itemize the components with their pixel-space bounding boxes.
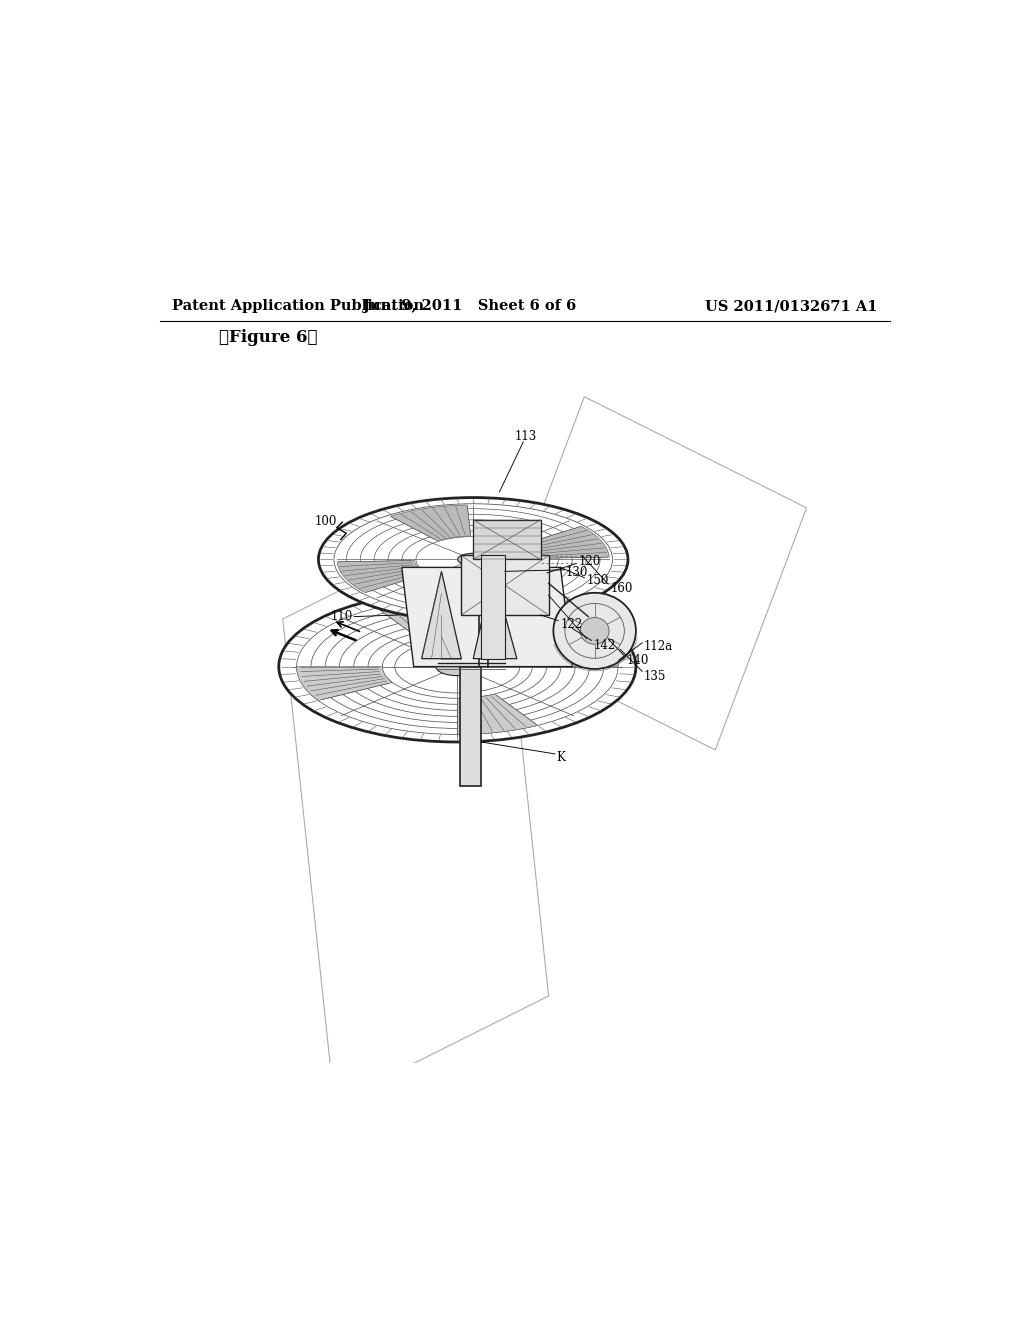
Text: Jun. 9, 2011   Sheet 6 of 6: Jun. 9, 2011 Sheet 6 of 6: [362, 300, 575, 313]
Text: 110: 110: [331, 610, 352, 623]
Polygon shape: [458, 694, 538, 734]
Polygon shape: [461, 556, 549, 615]
Polygon shape: [481, 556, 505, 659]
Ellipse shape: [581, 618, 609, 644]
Polygon shape: [377, 599, 458, 639]
Polygon shape: [297, 667, 392, 701]
Text: 135: 135: [644, 669, 667, 682]
Text: 122: 122: [560, 618, 583, 631]
Text: 【Figure 6】: 【Figure 6】: [219, 329, 317, 346]
Text: 113: 113: [514, 430, 537, 444]
Text: 140: 140: [627, 653, 649, 667]
Text: 112a: 112a: [644, 640, 673, 653]
Polygon shape: [473, 520, 541, 560]
Text: K: K: [557, 751, 565, 764]
Text: 100: 100: [314, 515, 337, 528]
Ellipse shape: [458, 553, 488, 566]
Polygon shape: [337, 561, 427, 593]
Text: 160: 160: [610, 582, 633, 595]
Polygon shape: [522, 632, 618, 667]
Text: US 2011/0132671 A1: US 2011/0132671 A1: [706, 300, 878, 313]
Polygon shape: [390, 506, 471, 541]
Ellipse shape: [318, 498, 628, 622]
Text: 150: 150: [587, 574, 609, 587]
Polygon shape: [422, 572, 461, 659]
Text: 142: 142: [594, 639, 616, 652]
Ellipse shape: [553, 593, 636, 669]
Text: 130: 130: [566, 566, 589, 579]
Polygon shape: [520, 527, 609, 558]
Polygon shape: [401, 568, 572, 667]
Polygon shape: [476, 578, 556, 614]
Ellipse shape: [436, 657, 479, 676]
Text: 120: 120: [579, 554, 601, 568]
Ellipse shape: [279, 591, 636, 742]
Polygon shape: [473, 572, 517, 659]
Polygon shape: [460, 667, 481, 785]
Text: Patent Application Publication: Patent Application Publication: [172, 300, 424, 313]
